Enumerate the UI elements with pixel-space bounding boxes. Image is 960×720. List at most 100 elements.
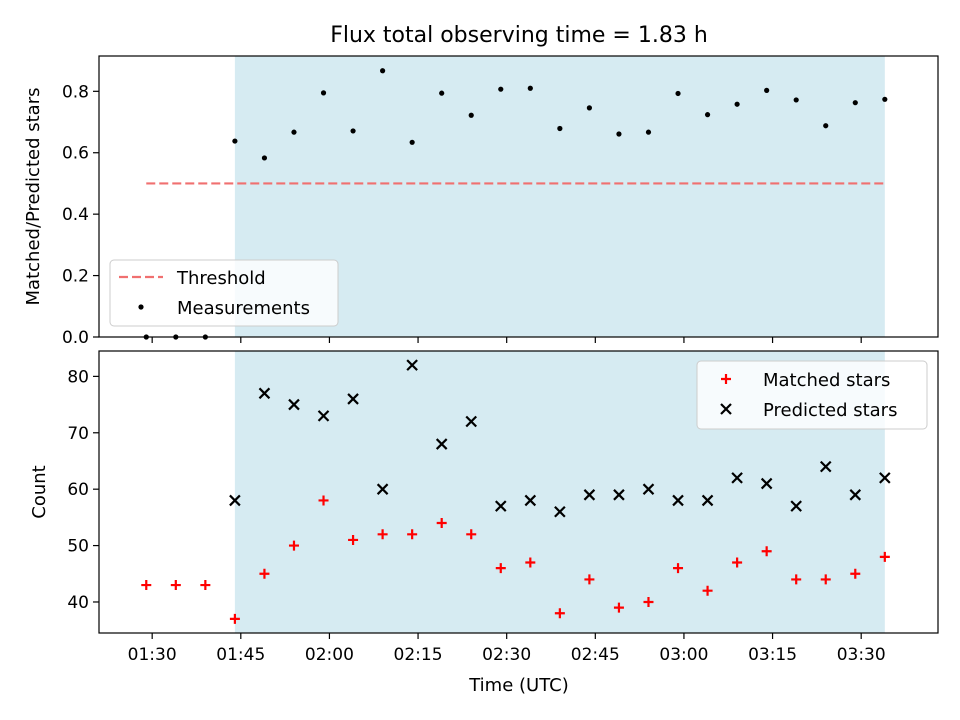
measurement-point xyxy=(498,86,504,92)
legend-measurement-swatch xyxy=(138,304,144,310)
predicted-star-point xyxy=(554,505,566,518)
legend-label: Measurements xyxy=(177,298,310,319)
legend-predicted-swatch xyxy=(720,403,732,415)
matched-star-point xyxy=(850,568,861,579)
y-tick-label: 50 xyxy=(67,537,89,557)
predicted-star-point xyxy=(317,410,330,422)
x-tick-label: 02:30 xyxy=(482,645,531,665)
matched-star-point xyxy=(170,580,181,591)
matched-star-point xyxy=(584,574,595,585)
measurement-point xyxy=(409,139,415,145)
measurement-point xyxy=(675,90,681,97)
predicted-star-point xyxy=(258,387,271,400)
matched-star-point xyxy=(495,563,506,574)
matched-star-point xyxy=(673,563,684,574)
y-tick-label: 40 xyxy=(67,593,89,613)
matched-star-point xyxy=(377,529,388,540)
matched-star-point xyxy=(141,580,152,591)
y-tick-label: 0.2 xyxy=(62,267,89,287)
measurement-point xyxy=(439,90,445,96)
measurement-point xyxy=(793,97,799,103)
predicted-star-point xyxy=(229,494,241,507)
y-axis-label: Count xyxy=(29,465,50,518)
measurement-point xyxy=(468,112,474,118)
matched-star-point xyxy=(229,613,240,624)
matched-star-point xyxy=(791,574,802,585)
measurement-point xyxy=(380,68,386,74)
predicted-star-point xyxy=(642,483,655,495)
x-tick-label: 01:30 xyxy=(128,645,177,665)
axes-frame xyxy=(98,350,939,634)
matched-star-point xyxy=(732,557,743,568)
predicted-star-point xyxy=(406,359,418,371)
predicted-star-point xyxy=(613,489,625,501)
measurement-point xyxy=(734,101,740,107)
predicted-star-point xyxy=(376,483,389,495)
axes-frame xyxy=(98,55,939,338)
matched-star-point xyxy=(525,557,536,568)
measurement-point xyxy=(882,96,888,102)
matched-star-point xyxy=(643,596,654,607)
measurement-point xyxy=(350,128,356,134)
legend-box xyxy=(696,360,928,430)
predicted-star-point xyxy=(819,460,832,473)
legend: Threshold Measurements xyxy=(109,259,339,327)
y-axis-label: Matched/Predicted stars xyxy=(23,88,44,306)
legend: Matched stars Predicted stars xyxy=(696,360,928,430)
x-tick-label: 02:00 xyxy=(305,645,354,665)
y-tick-label: 80 xyxy=(67,367,89,387)
predicted-star-point xyxy=(583,489,596,501)
predicted-star-point xyxy=(701,494,714,507)
measurement-point xyxy=(764,87,770,93)
measurement-point xyxy=(261,155,268,161)
figure-title: Flux total observing time = 1.83 h xyxy=(330,23,708,48)
matched-star-point xyxy=(436,518,447,529)
y-tick-label: 0.4 xyxy=(62,205,89,225)
predicted-star-point xyxy=(731,472,743,484)
predicted-star-point xyxy=(790,500,802,512)
measurement-point xyxy=(320,90,327,96)
x-axis-label: Time (UTC) xyxy=(468,675,569,696)
measurement-point xyxy=(527,85,533,91)
matched-star-point xyxy=(288,540,299,551)
predicted-star-point xyxy=(849,489,862,501)
count-panel: 40 50 60 70 80 01:30 01:45 02:00 02:15 02:30 02:45… xyxy=(29,350,939,665)
predicted-star-point xyxy=(760,477,773,490)
predicted-star-point xyxy=(435,438,448,450)
measurement-point xyxy=(232,138,238,144)
predicted-star-point xyxy=(524,494,537,507)
measurement-point xyxy=(291,129,297,135)
x-tick-label: 03:00 xyxy=(659,645,708,665)
y-tick-label: 70 xyxy=(67,424,89,444)
legend-label: Threshold xyxy=(176,268,266,289)
y-tick-label: 0.0 xyxy=(62,328,89,348)
predicted-star-point xyxy=(347,393,359,405)
x-tick-label: 01:45 xyxy=(216,645,265,665)
matched-star-point xyxy=(879,551,890,562)
observing-span-shade xyxy=(234,56,885,337)
matched-star-point xyxy=(348,534,359,545)
x-tick-label: 02:15 xyxy=(394,645,443,665)
x-tick-label: 02:45 xyxy=(571,645,620,665)
matched-star-point xyxy=(613,602,624,613)
legend-matched-swatch xyxy=(721,374,731,384)
y-tick-label: 0.8 xyxy=(62,82,89,102)
matched-star-point xyxy=(820,574,831,585)
x-tick-label: 03:30 xyxy=(837,645,886,665)
matched-star-point xyxy=(761,546,772,557)
predicted-star-point xyxy=(879,472,891,484)
predicted-star-point xyxy=(288,398,300,411)
matched-star-point xyxy=(200,580,211,591)
matched-star-point xyxy=(466,529,477,540)
y-tick-label: 0.6 xyxy=(62,144,89,164)
measurement-point xyxy=(645,129,652,135)
legend-label: Predicted stars xyxy=(763,400,897,421)
matched-star-point xyxy=(407,529,418,540)
measurement-point xyxy=(616,131,622,137)
ratio-panel: 0.0 0.2 0.4 0.6 0.8 Matched/Predicted stars Th… xyxy=(23,55,939,348)
matched-star-point xyxy=(318,495,329,506)
legend-label: Matched stars xyxy=(763,370,890,391)
matched-star-point xyxy=(702,585,713,596)
measurement-point xyxy=(704,112,711,118)
